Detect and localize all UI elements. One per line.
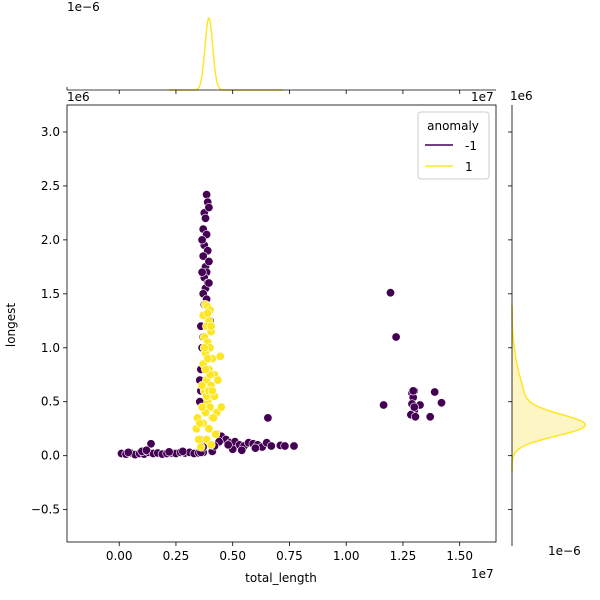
scatter-point-anomaly-neg1 [410, 412, 420, 422]
right-marginal-kde-fill [512, 305, 586, 472]
x-tick-label: 1.25 [390, 549, 417, 563]
x-offset-label: 1e7 [471, 567, 494, 581]
right-marginal: 1e6 1e−6 [508, 89, 587, 558]
y-tick-label: −0.5 [31, 503, 60, 517]
scatter-point-anomaly-neg1 [123, 447, 133, 457]
scatter-point-anomaly-neg1 [198, 251, 208, 261]
scatter-point-anomaly-1 [197, 402, 207, 412]
scatter-point-anomaly-1 [207, 386, 217, 396]
scatter-point-anomaly-1 [216, 402, 226, 412]
scatter-point-anomaly-neg1 [197, 267, 207, 277]
scatter-point-anomaly-1 [211, 429, 221, 439]
legend: anomaly -1 1 [417, 111, 490, 180]
scatter-point-anomaly-neg1 [237, 445, 247, 455]
legend-label-neg1: -1 [465, 139, 477, 153]
scatter-point-anomaly-neg1 [201, 213, 211, 223]
scatter-point-anomaly-neg1 [204, 278, 214, 288]
scatter-point-anomaly-neg1 [263, 413, 273, 423]
scatter-point-anomaly-1 [203, 308, 213, 318]
top-marginal-offset-label: 1e−6 [67, 0, 100, 14]
scatter-point-anomaly-1 [203, 354, 213, 364]
scatter-point-anomaly-neg1 [379, 400, 389, 410]
x-tick-label: 1.00 [333, 549, 360, 563]
plot-frame [66, 104, 497, 543]
scatter-point-anomaly-neg1 [266, 441, 276, 451]
scatter-point-anomaly-neg1 [409, 402, 419, 412]
legend-label-1: 1 [465, 160, 473, 174]
y-tick-label: 1.5 [41, 287, 60, 301]
scatter-point-anomaly-1 [194, 434, 204, 444]
scatter-point-anomaly-neg1 [280, 441, 290, 451]
legend-title: anomaly [427, 119, 479, 133]
scatter-point-anomaly-1 [215, 351, 225, 361]
scatter-point-anomaly-neg1 [141, 445, 151, 455]
scatter-point-anomaly-neg1 [178, 446, 188, 456]
y-tick-label: 3.0 [41, 125, 60, 139]
y-tick-label: 1.0 [41, 341, 60, 355]
scatter-point-anomaly-neg1 [436, 398, 446, 408]
y-tick-label: 2.0 [41, 233, 60, 247]
scatter-point-anomaly-neg1 [204, 203, 214, 213]
scatter-point-anomaly-neg1 [164, 447, 174, 457]
scatter-point-anomaly-1 [206, 440, 216, 450]
right-marginal-y-offset-label: 1e6 [510, 89, 533, 103]
y-tick-label: 0.0 [41, 449, 60, 463]
scatter-point-anomaly-1 [197, 380, 207, 390]
x-offset-label-top: 1e7 [471, 90, 494, 104]
top-marginal-ticks [118, 90, 461, 94]
scatter-point-anomaly-neg1 [204, 256, 214, 266]
scatter-point-anomaly-1 [206, 321, 216, 331]
x-axis-ticks: 0.00 0.25 0.50 0.75 1.00 1.25 1.50 [106, 542, 473, 563]
scatter-point-anomaly-neg1 [289, 441, 299, 451]
scatter-point-anomaly-1 [208, 413, 218, 423]
y-axis-ticks: −0.5 0.0 0.5 1.0 1.5 2.0 2.5 3.0 [31, 125, 67, 517]
scatter-point-anomaly-neg1 [408, 386, 418, 396]
legend-box [417, 111, 490, 180]
scatter-point-anomaly-1 [195, 418, 205, 428]
scatter-point-anomaly-neg1 [146, 439, 156, 449]
scatter-point-anomaly-1 [201, 364, 211, 374]
x-tick-label: 0.00 [106, 549, 133, 563]
x-tick-label: 0.25 [163, 549, 190, 563]
right-marginal-ticks [508, 131, 512, 511]
x-tick-label: 0.50 [219, 549, 246, 563]
scatter-point-anomaly-neg1 [430, 387, 440, 397]
scatter-point-anomaly-neg1 [202, 190, 212, 200]
x-axis-label: total_length [245, 571, 317, 585]
scatter-point-anomaly-1 [196, 442, 206, 452]
y-offset-label: 1e6 [67, 90, 90, 104]
scatter-points [117, 190, 446, 460]
scatter-point-anomaly-1 [213, 375, 223, 385]
scatter-point-anomaly-neg1 [385, 288, 395, 298]
y-tick-label: 0.5 [41, 395, 60, 409]
y-tick-label: 2.5 [41, 179, 60, 193]
scatter-point-anomaly-1 [199, 343, 209, 353]
main-plot: 0.00 0.25 0.50 0.75 1.00 1.25 1.50 −0.5 0.0 0.5 1… [4, 90, 497, 585]
x-tick-label: 0.75 [276, 549, 303, 563]
scatter-point-anomaly-neg1 [425, 412, 435, 422]
x-tick-label: 1.50 [446, 549, 473, 563]
right-marginal-kde-line [511, 305, 587, 472]
top-marginal: 1e−6 [66, 0, 496, 94]
right-marginal-offset-label: 1e−6 [548, 544, 581, 558]
scatter-point-anomaly-neg1 [223, 440, 233, 450]
y-axis-label: longest [4, 303, 18, 348]
scatter-point-anomaly-neg1 [250, 443, 260, 453]
scatter-point-anomaly-neg1 [197, 235, 207, 245]
top-marginal-kde-line [169, 17, 283, 91]
scatter-point-anomaly-1 [204, 424, 214, 434]
scatter-point-anomaly-neg1 [391, 332, 401, 342]
